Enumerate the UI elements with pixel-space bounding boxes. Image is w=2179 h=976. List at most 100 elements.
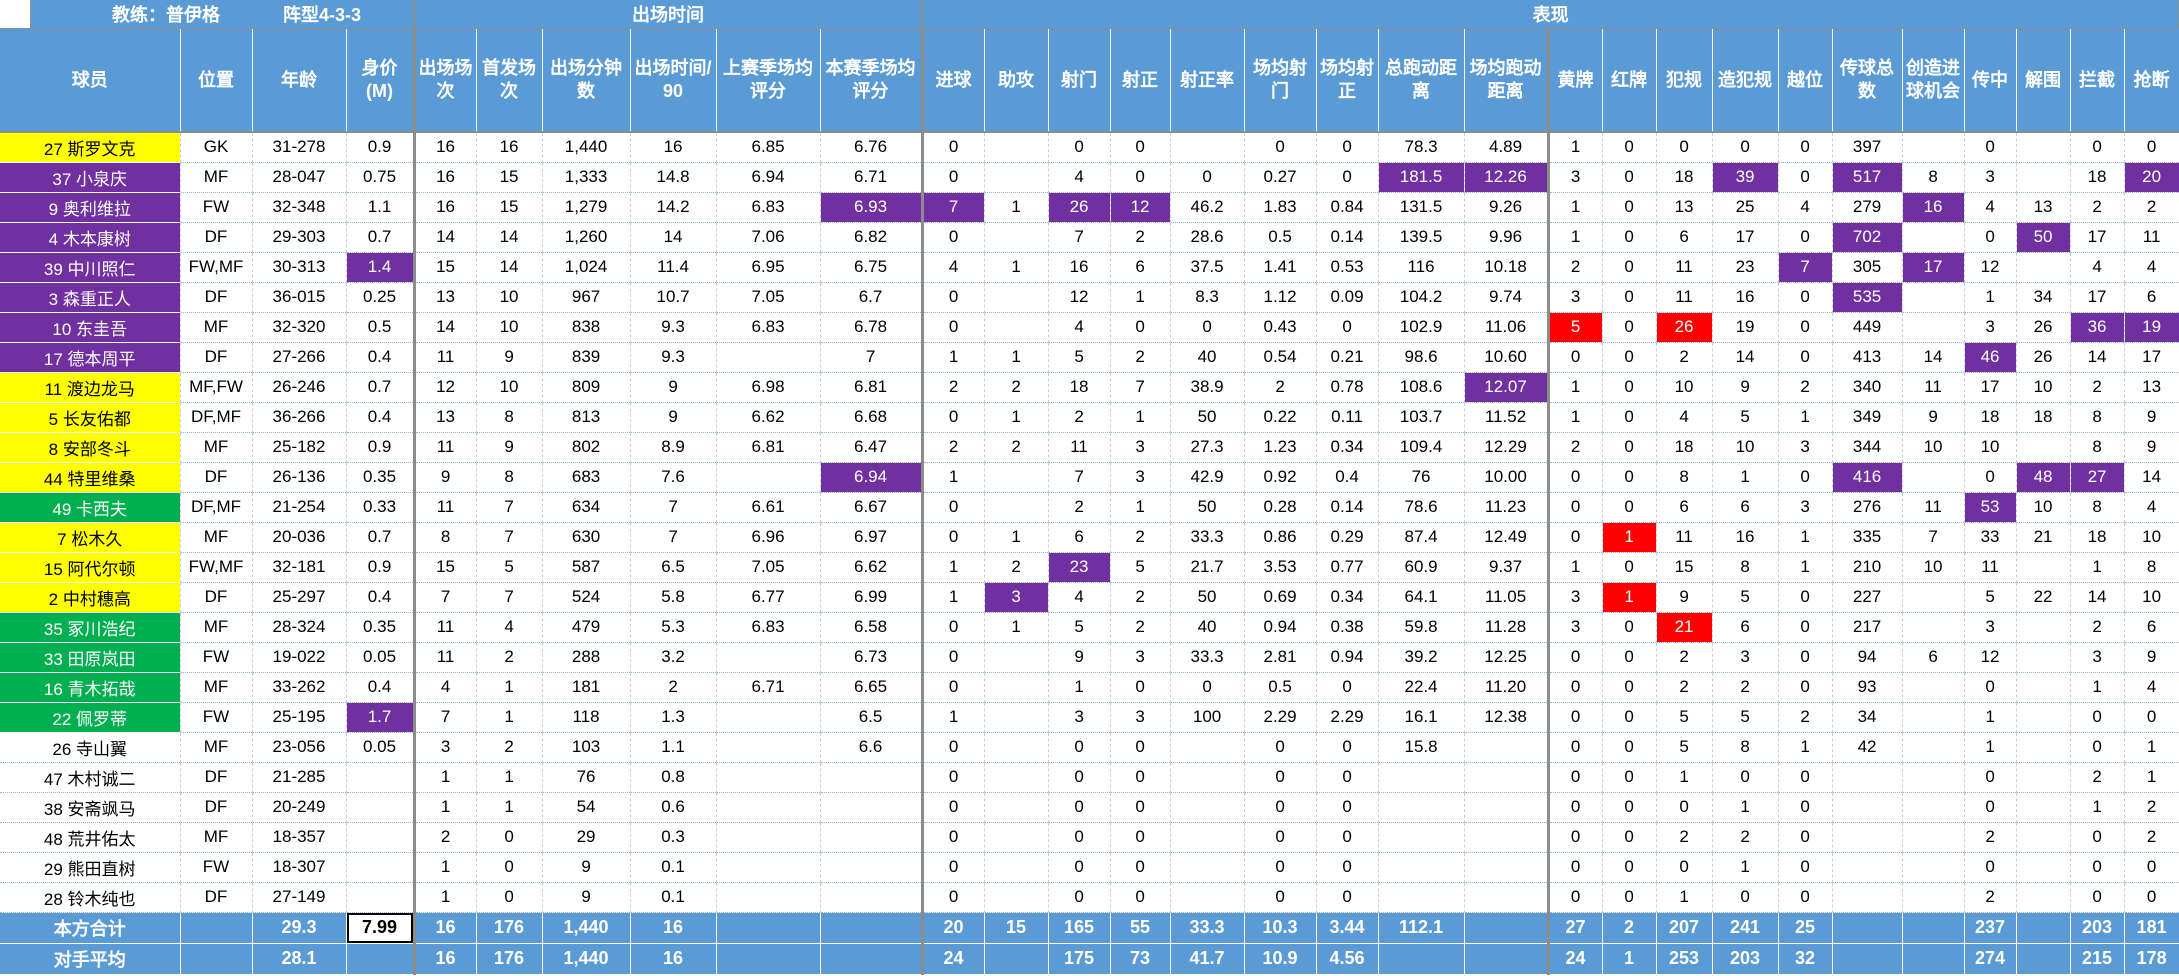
cell-time-per-90[interactable]: 9 (630, 402, 717, 433)
cell-goals[interactable]: 2 (920, 432, 985, 463)
cell-shots[interactable]: 12 (1048, 282, 1111, 313)
cell-time-per-90[interactable]: 1.3 (630, 702, 717, 733)
cell-starts[interactable]: 2 (476, 642, 543, 673)
cell-starts[interactable]: 1 (476, 792, 543, 823)
cell-key-passes[interactable] (1902, 672, 1965, 703)
cell-minutes[interactable]: 1,260 (542, 222, 631, 253)
cell-yellow-cards[interactable]: 1 (1546, 552, 1603, 583)
cell-this-season-rating[interactable]: 6.75 (820, 252, 923, 283)
cell-fouls[interactable]: 18 (1656, 432, 1713, 463)
cell-time-per-90[interactable]: 7.6 (630, 462, 717, 493)
cell-shots[interactable]: 0 (1048, 822, 1111, 853)
cell-time-per-90[interactable]: 5.3 (630, 612, 717, 643)
cell-total-distance[interactable]: 103.7 (1378, 402, 1465, 433)
cell-distance-per-game[interactable]: 10.18 (1464, 252, 1549, 283)
cell-shots-per-game[interactable]: 0.86 (1244, 522, 1317, 553)
cell-interceptions[interactable]: 1 (2070, 672, 2125, 703)
cell-offsides[interactable]: 0 (1778, 642, 1833, 673)
cell-yellow-cards[interactable]: 0 (1546, 522, 1603, 553)
cell-red-cards[interactable]: 0 (1602, 282, 1657, 313)
cell-assists[interactable]: 2 (984, 552, 1049, 583)
cell-distance-per-game[interactable] (1464, 822, 1549, 853)
totals-row-label[interactable]: 对手平均 (0, 943, 181, 975)
cell-assists[interactable] (984, 882, 1049, 913)
player-name-cell[interactable]: 27 斯罗文克 (0, 132, 181, 163)
cell-on-target-per-game[interactable]: 0 (1316, 852, 1379, 883)
cell-this-season-rating[interactable]: 7 (820, 342, 923, 373)
cell-goals[interactable]: 0 (920, 852, 985, 883)
col-header-assists[interactable]: 助攻 (984, 28, 1049, 133)
cell-shots-on-target[interactable]: 0 (1110, 882, 1171, 913)
cell-tackles[interactable]: 4 (2124, 492, 2179, 523)
cell-passes[interactable]: 517 (1832, 162, 1903, 193)
cell-key-passes[interactable]: 14 (1902, 342, 1965, 373)
cell-position[interactable]: DF (180, 882, 253, 913)
cell-red-cards[interactable]: 0 (1602, 792, 1657, 823)
cell-goals[interactable]: 1 (920, 582, 985, 613)
cell-red-cards[interactable]: 0 (1602, 552, 1657, 583)
cell-distance-per-game[interactable]: 11.28 (1464, 612, 1549, 643)
cell-crosses[interactable]: 3 (1964, 612, 2017, 643)
cell-shots[interactable]: 0 (1048, 792, 1111, 823)
player-name-cell[interactable]: 33 田原岚田 (0, 642, 181, 673)
cell-shots-on-target[interactable]: 3 (1110, 702, 1171, 733)
cell-value-m[interactable]: 1.1 (346, 192, 415, 223)
cell-value-m[interactable]: 0.05 (346, 732, 415, 763)
cell-interceptions[interactable]: 27 (2070, 462, 2125, 493)
cell-starts[interactable]: 10 (476, 372, 543, 403)
cell-clearances[interactable] (2016, 732, 2071, 763)
cell-position[interactable]: MF (180, 612, 253, 643)
cell-interceptions[interactable]: 203 (2070, 912, 2125, 944)
cell-time-per-90[interactable]: 3.2 (630, 642, 717, 673)
cell-appearances[interactable]: 11 (412, 342, 477, 373)
cell-distance-per-game[interactable] (1464, 792, 1549, 823)
cell-minutes[interactable]: 1,440 (542, 132, 631, 163)
cell-time-per-90[interactable]: 9 (630, 372, 717, 403)
cell-red-cards[interactable]: 0 (1602, 222, 1657, 253)
cell-shots-on-target[interactable]: 2 (1110, 612, 1171, 643)
cell-value-m[interactable]: 0.4 (346, 672, 415, 703)
cell-age[interactable]: 28-324 (252, 612, 347, 643)
cell-clearances[interactable] (2016, 162, 2071, 193)
cell-shots-per-game[interactable]: 1.41 (1244, 252, 1317, 283)
cell-goals[interactable]: 4 (920, 252, 985, 283)
cell-passes[interactable] (1832, 822, 1903, 853)
cell-shots-per-game[interactable]: 0 (1244, 852, 1317, 883)
cell-key-passes[interactable]: 6 (1902, 642, 1965, 673)
cell-red-cards[interactable]: 0 (1602, 822, 1657, 853)
col-header-tackles[interactable]: 抢断 (2124, 28, 2179, 133)
cell-shot-accuracy[interactable]: 50 (1170, 582, 1245, 613)
cell-on-target-per-game[interactable]: 0.78 (1316, 372, 1379, 403)
cell-appearances[interactable]: 11 (412, 492, 477, 523)
col-header-passes[interactable]: 传球总数 (1832, 28, 1903, 133)
cell-fouls[interactable]: 18 (1656, 162, 1713, 193)
cell-starts[interactable]: 7 (476, 582, 543, 613)
cell-total-distance[interactable]: 15.8 (1378, 732, 1465, 763)
cell-this-season-rating[interactable]: 6.58 (820, 612, 923, 643)
cell-offsides[interactable]: 7 (1778, 252, 1833, 283)
cell-shots-per-game[interactable]: 10.3 (1244, 912, 1317, 944)
cell-position[interactable]: FW (180, 192, 253, 223)
cell-total-distance[interactable]: 112.1 (1378, 912, 1465, 944)
cell-offsides[interactable]: 0 (1778, 342, 1833, 373)
cell-last-season-rating[interactable]: 6.96 (716, 522, 821, 553)
cell-interceptions[interactable]: 0 (2070, 702, 2125, 733)
cell-shots-per-game[interactable]: 0 (1244, 732, 1317, 763)
cell-offsides[interactable]: 2 (1778, 702, 1833, 733)
cell-total-distance[interactable]: 78.3 (1378, 132, 1465, 163)
cell-value-m[interactable] (346, 943, 415, 975)
cell-interceptions[interactable]: 18 (2070, 522, 2125, 553)
cell-shots-per-game[interactable]: 0.92 (1244, 462, 1317, 493)
cell-minutes[interactable]: 1,279 (542, 192, 631, 223)
cell-age[interactable]: 31-278 (252, 132, 347, 163)
cell-age[interactable]: 18-357 (252, 822, 347, 853)
cell-starts[interactable]: 7 (476, 522, 543, 553)
cell-red-cards[interactable]: 1 (1602, 943, 1657, 975)
cell-yellow-cards[interactable]: 3 (1546, 582, 1603, 613)
cell-interceptions[interactable]: 17 (2070, 222, 2125, 253)
cell-shot-accuracy[interactable]: 33.3 (1170, 642, 1245, 673)
cell-key-passes[interactable]: 11 (1902, 372, 1965, 403)
cell-time-per-90[interactable]: 7 (630, 522, 717, 553)
cell-interceptions[interactable]: 2 (2070, 762, 2125, 793)
cell-interceptions[interactable]: 0 (2070, 882, 2125, 913)
